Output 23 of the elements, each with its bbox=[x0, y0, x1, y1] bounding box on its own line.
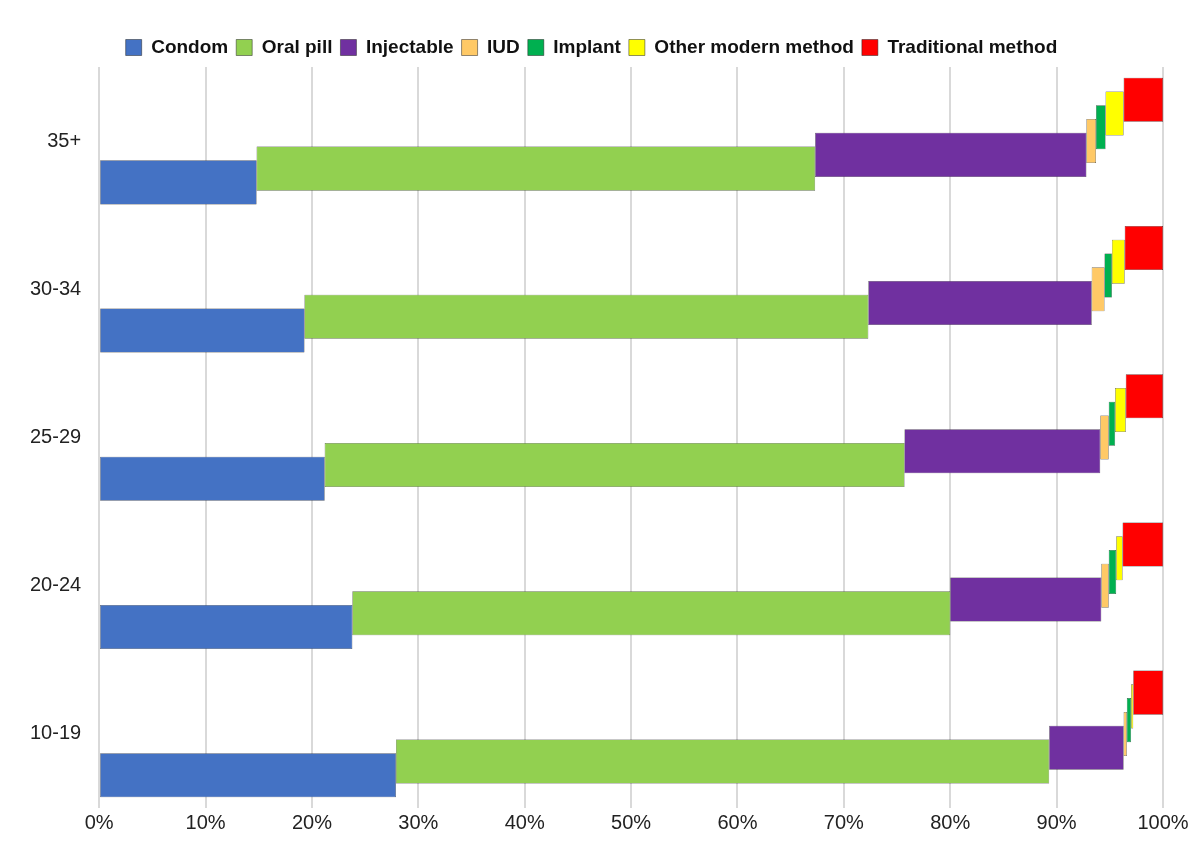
y-tick-label: 35+ bbox=[47, 128, 82, 151]
y-tick-label: 10-19 bbox=[30, 721, 82, 744]
legend-label: Oral pill bbox=[261, 35, 333, 57]
y-tick-label: 30-34 bbox=[30, 276, 82, 299]
x-tick-label: 70% bbox=[823, 810, 865, 833]
x-tick-label: 100% bbox=[1137, 810, 1189, 833]
x-tick-label: 40% bbox=[504, 810, 545, 833]
legend-label: Other modern method bbox=[654, 35, 854, 57]
x-tick-label: 30% bbox=[398, 810, 439, 833]
legend-label: Condom bbox=[151, 35, 229, 57]
legend-label: IUD bbox=[487, 35, 520, 57]
y-tick-label: 25-29 bbox=[30, 425, 82, 448]
x-tick-label: 10% bbox=[185, 810, 226, 833]
y-tick-label: 20-24 bbox=[30, 573, 82, 596]
x-tick-label: 80% bbox=[930, 810, 971, 833]
legend-label: Injectable bbox=[365, 35, 454, 57]
legend-label: Implant bbox=[553, 35, 622, 57]
x-tick-label: 60% bbox=[717, 810, 758, 833]
legend-label: Traditional method bbox=[887, 35, 1058, 57]
x-tick-label: 50% bbox=[611, 810, 652, 833]
x-tick-label: 0% bbox=[84, 810, 114, 833]
x-tick-label: 20% bbox=[291, 810, 333, 833]
x-tick-label: 90% bbox=[1036, 810, 1077, 833]
